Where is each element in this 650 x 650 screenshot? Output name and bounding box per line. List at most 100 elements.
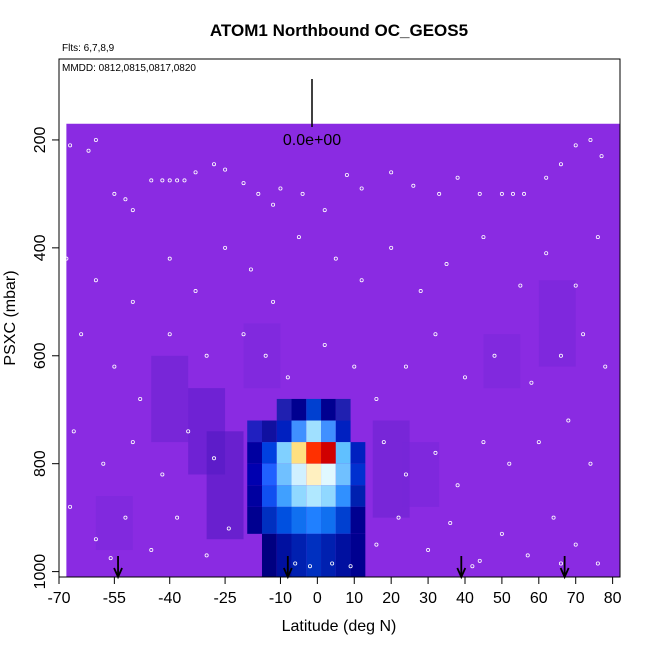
- heatmap-cell: [321, 420, 336, 443]
- sample-point: [300, 191, 305, 196]
- heatmap-cell: [335, 420, 351, 443]
- heatmap-cell: [276, 463, 292, 486]
- sample-point: [241, 332, 246, 337]
- sample-point: [462, 375, 467, 380]
- heatmap-cell: [276, 506, 292, 534]
- sample-point: [101, 461, 106, 466]
- heatmap-cell: [247, 463, 262, 486]
- sample-point: [333, 256, 338, 261]
- heatmap-cell: [261, 463, 277, 486]
- sample-point: [226, 526, 231, 531]
- sample-point: [595, 235, 600, 240]
- haze-cell: [243, 323, 281, 389]
- y-axis-label: PSXC (mbar): [2, 270, 19, 365]
- sample-point: [536, 440, 541, 445]
- sample-point: [573, 283, 578, 288]
- sample-point: [293, 561, 298, 566]
- sample-point: [396, 515, 401, 520]
- x-tick-label: 10: [345, 590, 363, 607]
- sample-point: [271, 299, 276, 304]
- heatmap-cell: [350, 506, 366, 534]
- heatmap-cell: [291, 506, 307, 534]
- sample-point: [411, 183, 416, 188]
- sample-point: [477, 191, 482, 196]
- haze-cell: [402, 442, 440, 507]
- sample-point: [175, 178, 180, 183]
- x-tick-label: 0: [313, 590, 322, 607]
- sample-point: [389, 245, 394, 250]
- sample-point: [71, 429, 76, 434]
- y-tick-label: 400: [32, 234, 49, 261]
- heatmap-cell: [321, 442, 336, 464]
- y-tick-label: 800: [32, 450, 49, 477]
- sample-point: [510, 191, 515, 196]
- sample-point: [149, 178, 154, 183]
- sample-points: [64, 137, 608, 569]
- sample-point: [186, 429, 191, 434]
- sample-point: [573, 143, 578, 148]
- heatmap-cell: [335, 533, 351, 577]
- heatmap-cell: [276, 420, 292, 443]
- heatmap-cell: [335, 485, 351, 507]
- sample-point: [108, 556, 113, 561]
- sample-point: [68, 143, 73, 148]
- sample-point: [359, 278, 364, 283]
- heatmap-cell: [335, 442, 351, 464]
- heatmap-cell: [276, 485, 292, 507]
- sample-point: [551, 515, 556, 520]
- sample-point: [167, 178, 172, 183]
- haze-cell: [206, 431, 244, 540]
- sample-point: [518, 283, 523, 288]
- sample-point: [149, 548, 154, 553]
- heatmap-cell: [306, 506, 322, 534]
- sample-point: [426, 548, 431, 553]
- sample-point: [418, 289, 423, 294]
- heatmap-cell: [335, 506, 351, 534]
- sample-point: [212, 456, 217, 461]
- sample-point: [167, 256, 172, 261]
- x-tick-label: -40: [158, 590, 181, 607]
- x-axis-label: Latitude (deg N): [282, 618, 397, 635]
- heatmap-cell: [350, 533, 366, 577]
- sample-point: [322, 342, 327, 347]
- sample-point: [241, 181, 246, 186]
- sample-point: [374, 542, 379, 547]
- sample-point: [522, 191, 527, 196]
- sample-point: [271, 202, 276, 207]
- sample-point: [79, 332, 84, 337]
- heatmap-cell: [306, 420, 322, 443]
- heatmap-cell: [306, 398, 322, 421]
- sample-point: [507, 461, 512, 466]
- haze-cell: [538, 280, 576, 367]
- sample-point: [573, 542, 578, 547]
- sample-point: [167, 332, 172, 337]
- heatmap-cell: [261, 485, 277, 507]
- sample-point: [204, 553, 209, 558]
- sample-point: [278, 186, 283, 191]
- sample-point: [130, 440, 135, 445]
- heatmap-cell: [291, 420, 307, 443]
- sample-point: [307, 564, 312, 569]
- heatmap-cell: [291, 442, 307, 464]
- sample-point: [123, 197, 128, 202]
- x-tick-label: -70: [47, 590, 70, 607]
- chart-title: ATOM1 Northbound OC_GEOS5: [210, 21, 468, 40]
- sample-point: [64, 256, 69, 261]
- heatmap-cell: [291, 463, 307, 486]
- y-tick-label: 1000: [32, 554, 49, 590]
- heatmap-cell: [247, 420, 262, 443]
- haze-cell: [95, 496, 133, 551]
- sample-point: [525, 553, 530, 558]
- sample-point: [352, 364, 357, 369]
- heatmap-cell: [291, 398, 307, 421]
- sample-point: [112, 364, 117, 369]
- heatmap-cell: [321, 533, 336, 577]
- x-tick-label: 30: [419, 590, 437, 607]
- sample-point: [455, 175, 460, 180]
- sample-point: [348, 564, 353, 569]
- sample-point: [529, 380, 534, 385]
- heatmap-cell: [291, 485, 307, 507]
- sample-point: [448, 521, 453, 526]
- sample-point: [499, 191, 504, 196]
- sample-point: [359, 186, 364, 191]
